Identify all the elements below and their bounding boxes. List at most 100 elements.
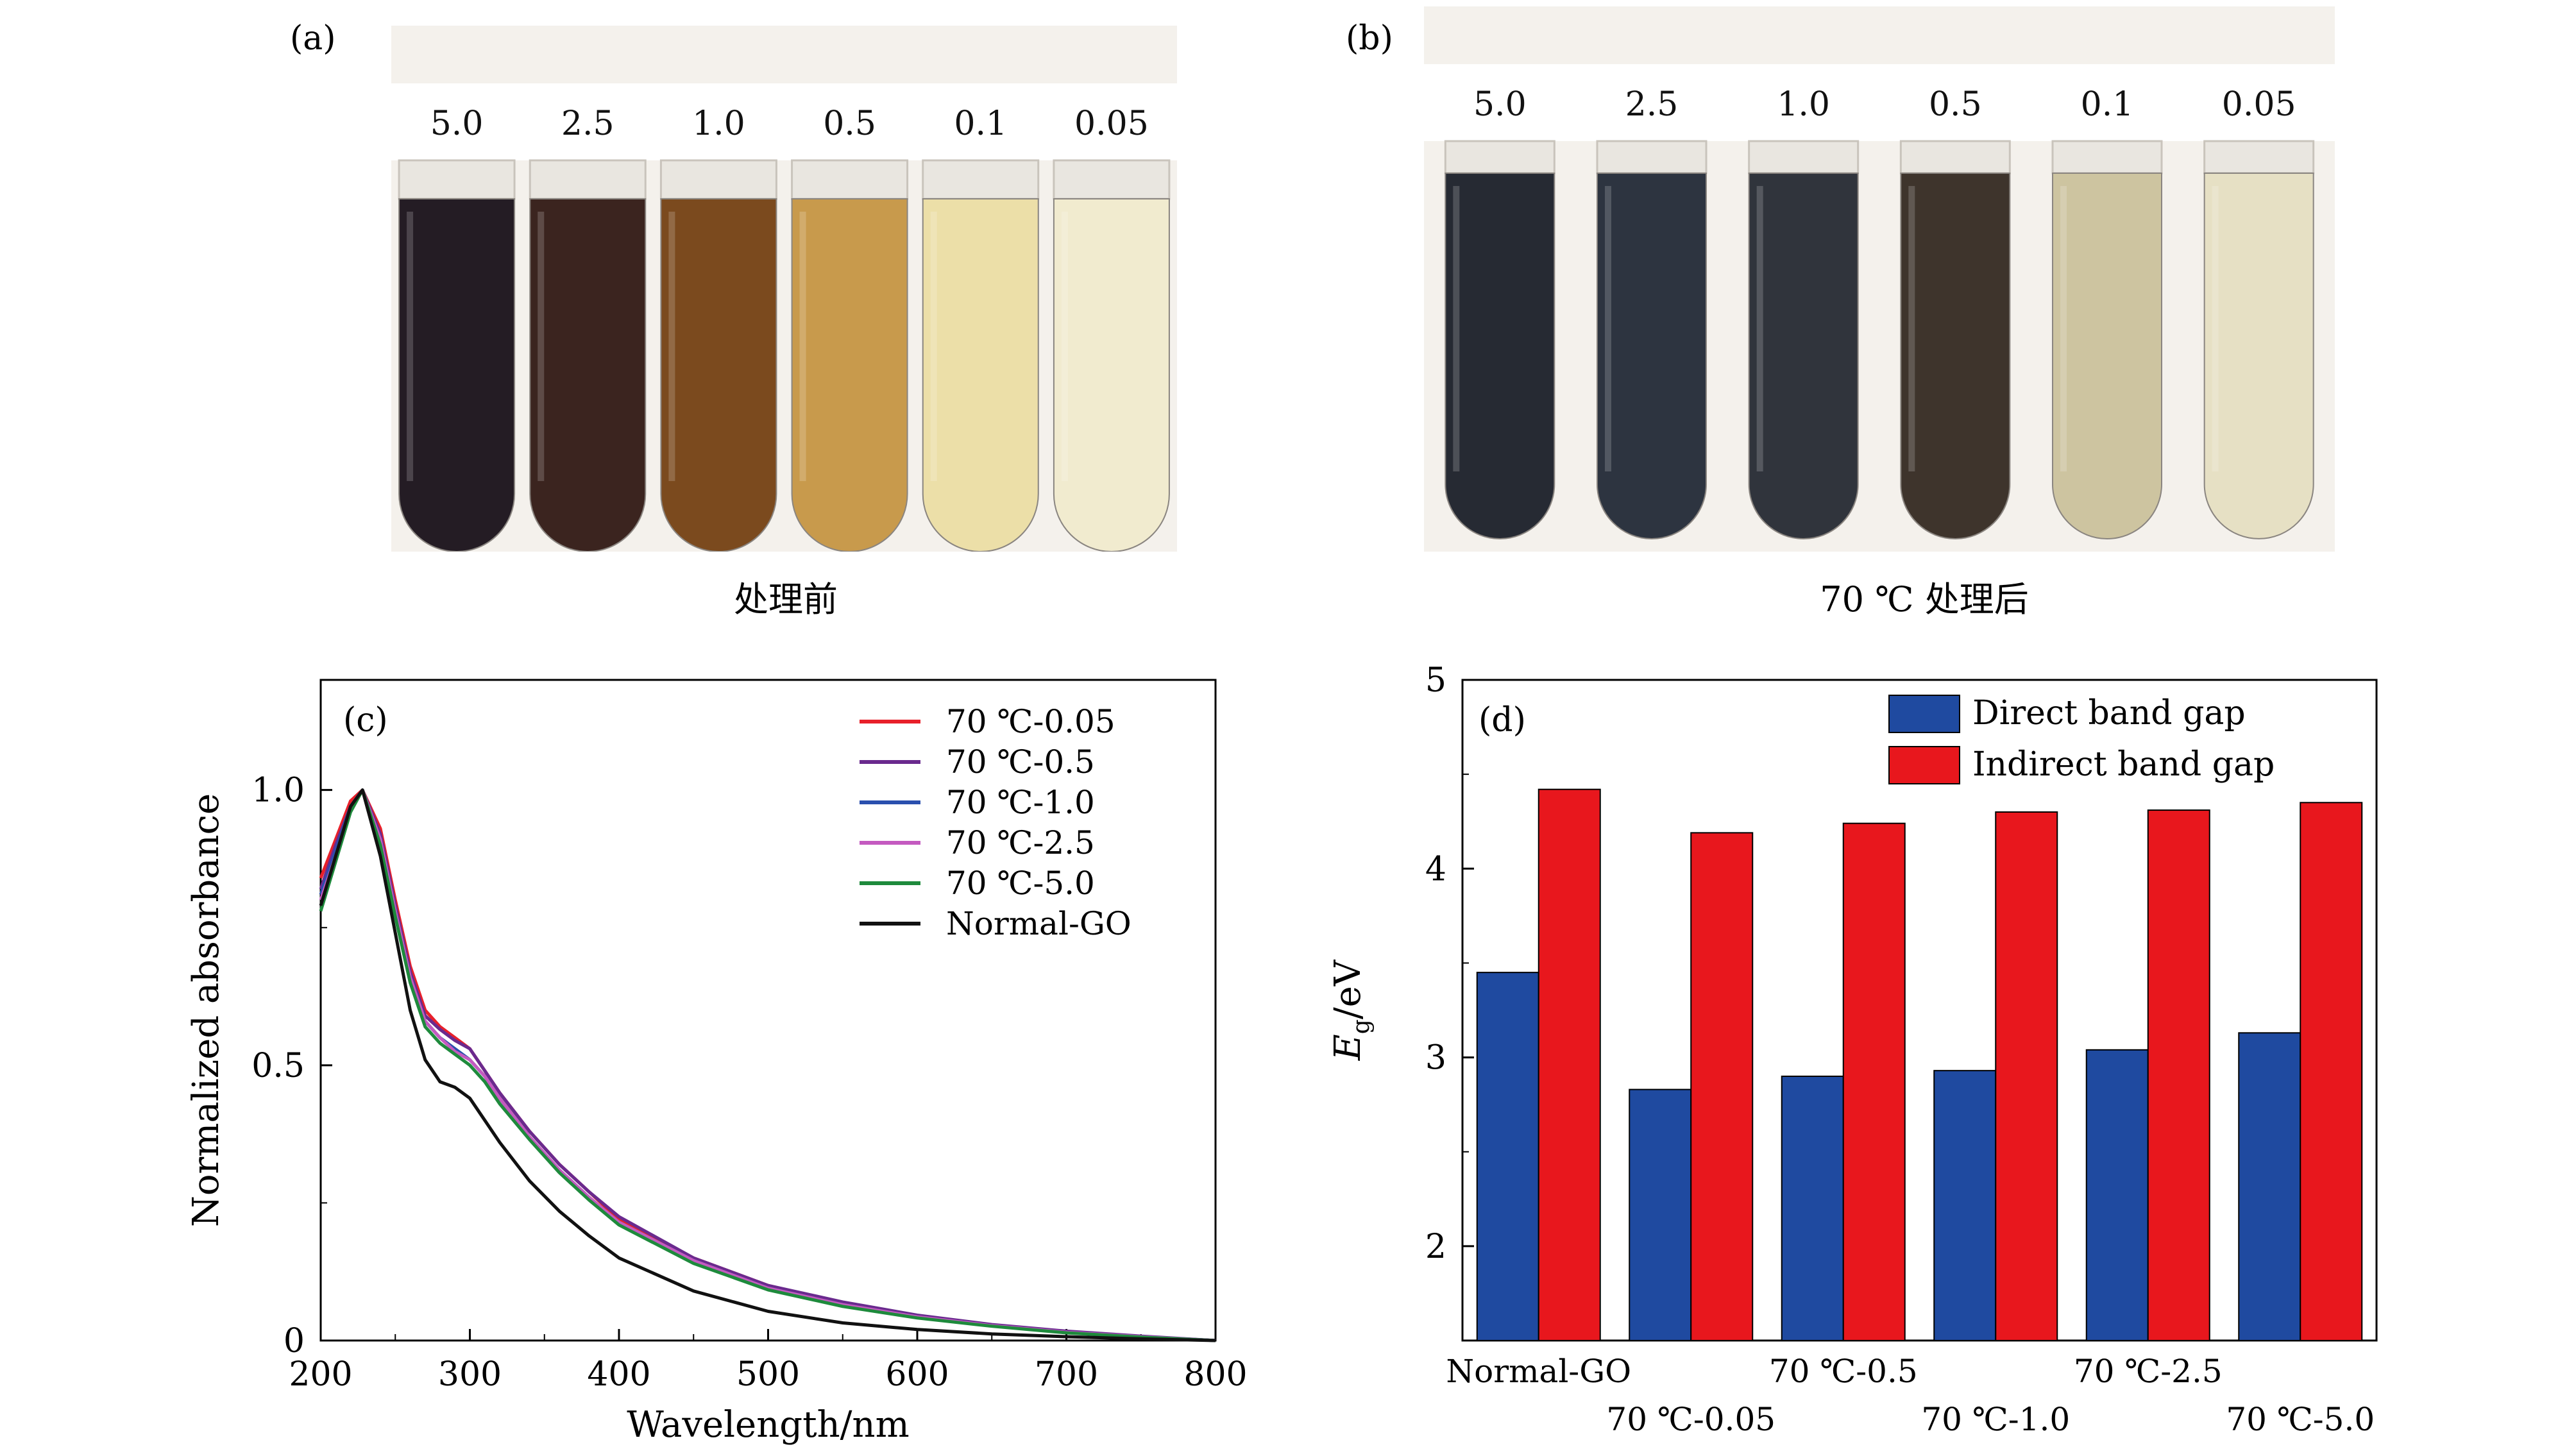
- absorbance-chart: 200 300 400 500 600 700 800 0 0.5 1.0 Wavelength/n…: [185, 679, 1248, 1446]
- x-tick-label: 400: [587, 1355, 650, 1394]
- legend-swatch: [1888, 746, 1960, 784]
- x-tick-label: 500: [736, 1355, 800, 1394]
- tube-glass: [398, 159, 516, 200]
- bar-indirect: [1690, 832, 1754, 1342]
- tube-glass: [1053, 159, 1171, 200]
- panel-b-photo: 5.0 2.5 1.0 0.5 0.1 0.05: [1424, 6, 2335, 552]
- bar-indirect: [1842, 822, 1906, 1341]
- x-category-label: 70 ℃-0.05: [1606, 1401, 1775, 1438]
- panel-c-label: (c): [343, 701, 388, 740]
- y-tick-label: 3: [1425, 1039, 1446, 1078]
- tube-liquid: [398, 198, 516, 552]
- tube-glass: [922, 159, 1040, 200]
- y-tick-label: 4: [1425, 850, 1446, 888]
- bar-direct: [1629, 1088, 1692, 1341]
- series-line-5: [319, 788, 1216, 1342]
- bar-direct: [2085, 1049, 2149, 1341]
- bar-indirect: [1995, 811, 2058, 1341]
- tube-liquid: [660, 198, 777, 552]
- panel-b-caption: 70 ℃ 处理后: [1820, 579, 2029, 620]
- tube-liquid: [1445, 173, 1555, 539]
- y-tick-label: 2: [1425, 1228, 1446, 1266]
- bar-direct: [1781, 1076, 1844, 1341]
- label-band: [391, 83, 1177, 160]
- label-band: [1424, 64, 2335, 141]
- tube-liquid: [922, 198, 1039, 552]
- legend-label: 70 ℃-0.5: [946, 743, 1095, 781]
- panel-a-tubes: 5.0 2.5 1.0 0.5 0.1 0.05: [391, 26, 1177, 552]
- bar-direct: [2238, 1032, 2301, 1341]
- bar-indirect: [1538, 788, 1601, 1341]
- tube-liquid: [1053, 198, 1170, 552]
- legend-label: 70 ℃-2.5: [946, 824, 1095, 861]
- legend-label: 70 ℃-0.05: [946, 703, 1115, 740]
- x-category-label: 70 ℃-2.5: [2074, 1353, 2223, 1390]
- series-line-2: [319, 788, 1216, 1342]
- series-line-6: [319, 788, 1216, 1342]
- tube-glass: [659, 159, 777, 200]
- x-tick-label: 200: [289, 1355, 352, 1394]
- x-category-label: 70 ℃-0.5: [1769, 1353, 1918, 1390]
- y-axis-title: Eg/eV: [1327, 959, 1375, 1061]
- x-tick-label: 700: [1035, 1355, 1098, 1394]
- x-category-label: 70 ℃-1.0: [1921, 1401, 2070, 1438]
- panel-b-label: (b): [1346, 19, 1393, 58]
- tube-liquid: [1900, 173, 2011, 539]
- legend-label: 70 ℃-1.0: [946, 784, 1095, 821]
- tube-liquid: [2203, 173, 2314, 539]
- tube-highlight: [1605, 186, 1611, 471]
- tube-highlight: [930, 212, 937, 481]
- tube-glass: [2051, 140, 2163, 174]
- tube-label: 2.5: [561, 105, 614, 143]
- bar-direct: [1933, 1070, 1997, 1342]
- tube-glass: [1748, 140, 1860, 174]
- tube-highlight: [2060, 186, 2067, 471]
- tube-label: 0.5: [1929, 85, 1982, 124]
- legend-swatch: [1888, 695, 1960, 733]
- tube-label: 0.05: [2222, 85, 2296, 124]
- tube-label: 1.0: [692, 105, 745, 143]
- x-category-label: Normal-GO: [1446, 1353, 1631, 1390]
- panel-a-caption: 处理前: [734, 579, 838, 620]
- tube-glass: [1596, 140, 1707, 174]
- tube-highlight: [668, 212, 675, 481]
- plot-frame: [1461, 679, 2378, 1342]
- bar-indirect: [2300, 802, 2363, 1342]
- tube-liquid: [1748, 173, 1859, 539]
- x-tick-label: 300: [438, 1355, 502, 1394]
- tube-liquid: [529, 198, 647, 552]
- tube-liquid: [1597, 173, 1707, 539]
- bar-direct: [1476, 972, 1539, 1341]
- tube-liquid: [791, 198, 908, 552]
- x-category-label: 70 ℃-5.0: [2226, 1401, 2375, 1438]
- panel-a-photo: 5.0 2.5 1.0 0.5 0.1 0.05: [391, 26, 1177, 552]
- y-axis-title: Normalized absorbance: [185, 793, 227, 1227]
- tube-highlight: [2212, 186, 2219, 471]
- legend-label: Direct band gap: [1972, 694, 2246, 732]
- x-tick-label: 600: [885, 1355, 949, 1394]
- tube-highlight: [799, 212, 806, 481]
- tube-label: 5.0: [1473, 85, 1527, 124]
- y-tick-label: 5: [1425, 661, 1446, 700]
- tube-label: 0.1: [954, 105, 1007, 143]
- tube-glass: [791, 159, 909, 200]
- tube-highlight: [1453, 186, 1460, 471]
- tube-label: 0.5: [823, 105, 876, 143]
- panel-a-label: (a): [290, 19, 336, 58]
- y-tick-label: 0: [284, 1322, 305, 1360]
- y-tick-label: 0.5: [251, 1047, 305, 1085]
- tube-highlight: [1061, 212, 1068, 481]
- tube-highlight: [1908, 186, 1915, 471]
- panel-d-label: (d): [1479, 701, 1526, 740]
- legend-label: Indirect band gap: [1972, 745, 2275, 784]
- tube-highlight: [538, 212, 545, 481]
- tube-highlight: [1756, 186, 1763, 471]
- tube-glass: [2203, 140, 2315, 174]
- x-tick-label: 800: [1183, 1355, 1247, 1394]
- bar-indirect: [2147, 809, 2210, 1341]
- tube-label: 0.05: [1074, 105, 1149, 143]
- panel-b-tubes: 5.0 2.5 1.0 0.5 0.1 0.05: [1424, 6, 2335, 552]
- tube-label: 2.5: [1625, 85, 1679, 124]
- tube-label: 1.0: [1777, 85, 1830, 124]
